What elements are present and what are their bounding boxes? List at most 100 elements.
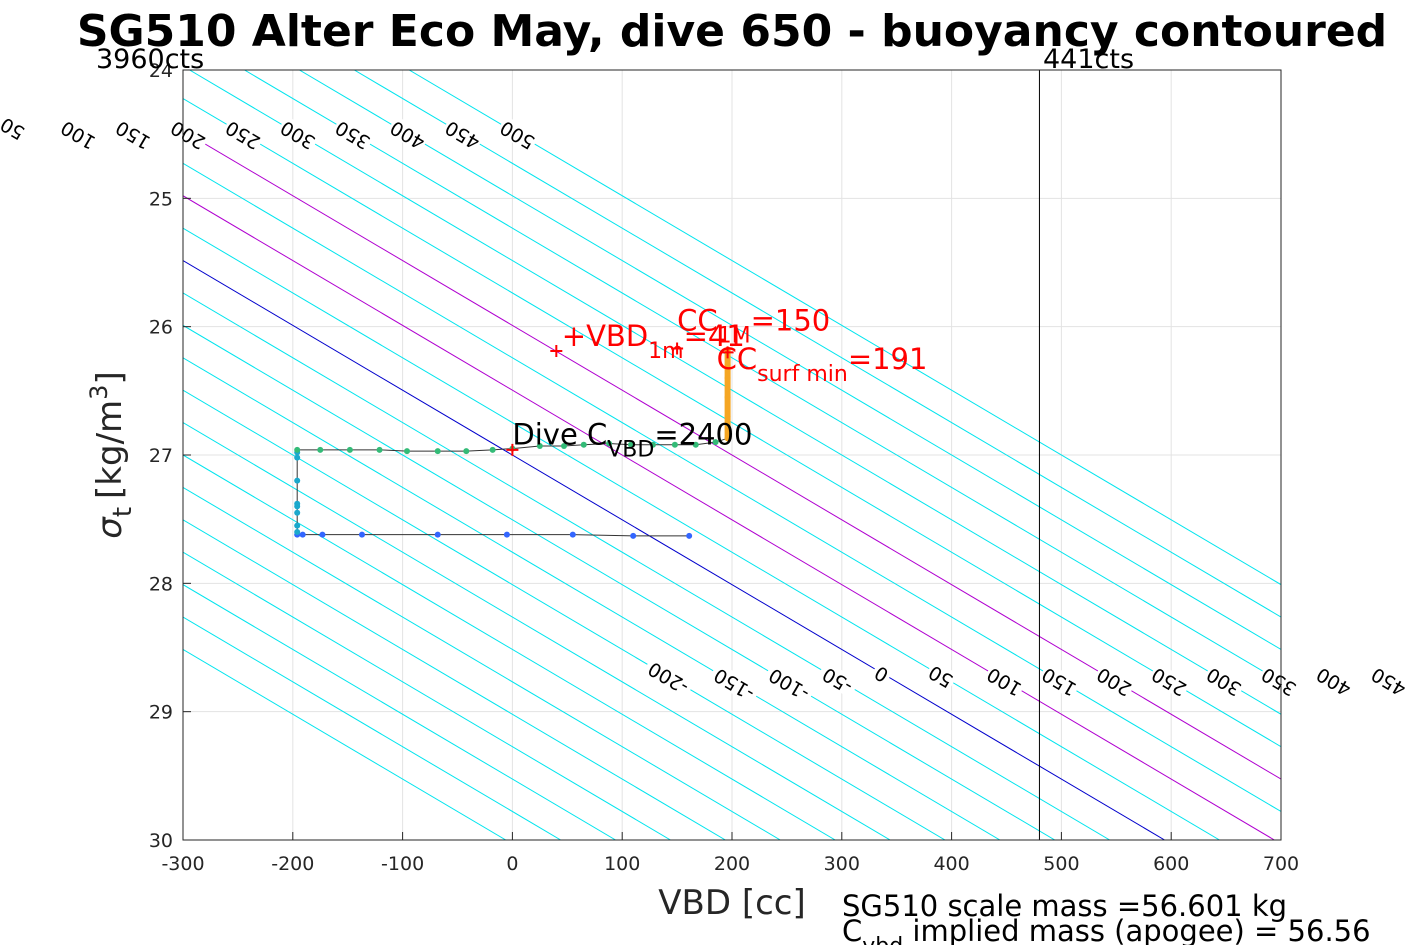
data-point [294,500,301,507]
x-tick-label: -100 [381,853,424,875]
data-point [403,448,410,455]
y-tick-label: 27 [149,445,173,467]
vbd-min-label: 3960cts [96,44,204,75]
data-point [294,522,301,529]
contour-line [183,616,561,840]
red-markers [506,342,734,456]
x-tick-label: 200 [714,853,750,875]
data-point [294,446,301,453]
contour-label-background [1257,662,1302,700]
y-tick-label: 25 [149,188,173,210]
contour-label-background [111,115,156,153]
contour-label-background [816,661,860,699]
data-point [569,531,576,538]
data-point [712,439,719,446]
y-axis: 24 25 26 27 28 29 30 [149,60,191,852]
x-tick-label: -200 [271,853,314,875]
x-tick-label: 500 [1043,853,1079,875]
data-point [434,448,441,455]
data-point [503,531,510,538]
contour-line [183,519,726,840]
contour-label-background [386,115,430,153]
contour-label-background [166,115,211,153]
x-tick-label: -300 [161,853,204,875]
data-point [294,477,301,484]
contour-label-background [0,112,31,144]
data-point [724,375,731,381]
contour-line [244,70,1281,683]
y-tick-label: 28 [149,573,173,595]
data-point [317,446,324,453]
contour-line [183,227,1220,840]
contour-line [183,162,1281,813]
x-tick-label: 400 [933,853,969,875]
contour-label-background [642,655,696,699]
data-point [724,435,731,442]
scale-mass-text: SG510 scale mass =56.601 kg [842,889,1287,923]
contour-line [183,584,616,840]
data-point [434,531,441,538]
x-tick-label: 100 [604,853,640,875]
marker-plus [671,342,684,355]
contour-line [183,551,671,840]
contour-label-background [1312,662,1357,700]
contour-label-background [221,115,266,153]
y-axis-label: σt[kg/m3] [85,371,138,538]
marker-plus [721,346,734,359]
data-point [346,446,353,453]
contour-label-background [1092,662,1137,700]
y-tick-label: 30 [149,830,173,852]
data-point [294,529,301,535]
data-point [724,362,731,369]
contour-lines [183,70,1281,840]
x-tick-label: 0 [506,853,518,875]
chart-title: SG510 Alter Eco May, dive 650 - buoyancy… [77,6,1387,57]
marker-plus [550,345,563,358]
data-point [358,531,365,538]
contour-label-background [56,115,101,153]
contour-line [183,422,891,840]
data-point [463,448,470,455]
data-point [489,446,496,453]
contour-line [408,70,1281,586]
x-axis: -300 -200 -100 0 100 200 300 400 500 600 700 [161,832,1299,875]
x-tick-label: 700 [1263,853,1299,875]
contour-line [183,648,507,840]
vbd-1m-annotation: +VBD1m=41 [562,319,745,364]
dive-cvbd-annotation: Dive CVBD=2400 [512,418,752,463]
contour-label-background [1147,662,1192,700]
contour-labels: -400-350-300-250-200-150-100-50050100150… [0,112,1412,705]
data-point [724,413,731,420]
contour-label-background [1202,662,1247,700]
cc-1m-annotation: CC1M=150 [677,304,830,349]
data-point [724,394,731,401]
data-point [294,509,301,516]
data-point [561,443,568,450]
data-point [606,440,613,447]
contour-label-background [708,662,762,705]
contour-line [189,70,1281,715]
data-point [294,454,301,461]
data-point [580,441,587,448]
data-point [686,532,693,539]
marker-plus [506,443,519,456]
contour-label-background [982,662,1027,700]
contour-line [354,70,1281,618]
cc-surf-min-annotation: CCsurf min=191 [717,342,928,387]
contour-label-background [1037,662,1082,700]
contour-label-background [924,660,959,692]
contour-label-background [762,662,817,705]
contour-line [183,389,946,840]
contour-line [299,70,1281,651]
contour-label-background [276,115,321,153]
contour-label-background [331,115,376,153]
dive-trajectory [294,346,731,539]
contour-label-background [1367,662,1412,700]
data-point [536,443,543,450]
y-tick-label: 29 [149,702,173,724]
contour-label-background [869,660,895,687]
contour-line [183,357,1001,840]
data-point [299,531,306,538]
data-point [627,441,634,448]
